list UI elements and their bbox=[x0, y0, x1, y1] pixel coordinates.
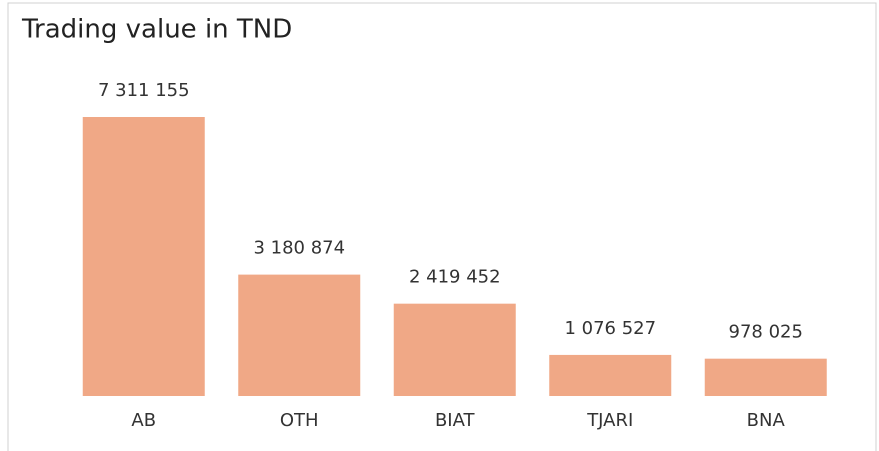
data-label: 978 025 bbox=[729, 322, 803, 343]
bar bbox=[704, 358, 827, 396]
chart-title: Trading value in TND bbox=[21, 15, 292, 45]
bar bbox=[82, 117, 205, 396]
x-tick-label: BNA bbox=[747, 410, 786, 431]
data-label: 3 180 874 bbox=[253, 238, 345, 259]
bar bbox=[549, 354, 672, 396]
bar bbox=[238, 274, 361, 396]
x-tick-label: AB bbox=[131, 410, 156, 431]
data-label: 2 419 452 bbox=[409, 267, 501, 288]
data-label: 7 311 155 bbox=[98, 80, 190, 101]
x-tick-label: TJARI bbox=[586, 410, 633, 431]
data-label: 1 076 527 bbox=[564, 318, 656, 339]
card-border bbox=[7, 2, 877, 451]
x-tick-label: OTH bbox=[280, 410, 319, 431]
bar bbox=[393, 303, 516, 396]
x-tick-label: BIAT bbox=[435, 410, 476, 431]
